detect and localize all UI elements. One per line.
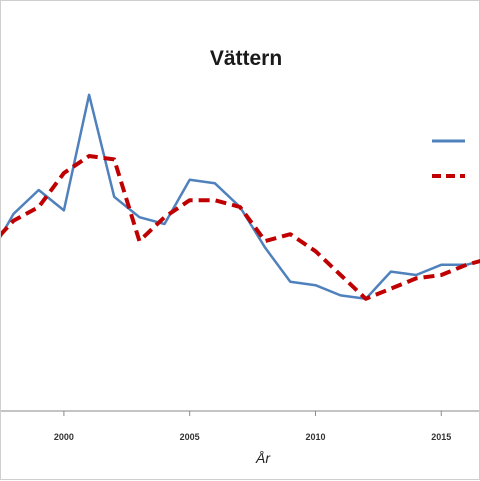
series-line-1 <box>1 93 480 301</box>
legend <box>432 139 465 178</box>
x-tick-label-2000: 2000 <box>54 432 74 442</box>
chart-title: Vättern <box>210 47 282 70</box>
x-axis-label: År <box>255 450 271 466</box>
x-tick-label-2005: 2005 <box>180 432 200 442</box>
x-tick-label-2015: 2015 <box>431 432 451 442</box>
plot-area: 2000 2005 2010 2015 <box>1 93 480 442</box>
x-tick-label-2010: 2010 <box>305 432 325 442</box>
series-line-2 <box>1 154 480 301</box>
